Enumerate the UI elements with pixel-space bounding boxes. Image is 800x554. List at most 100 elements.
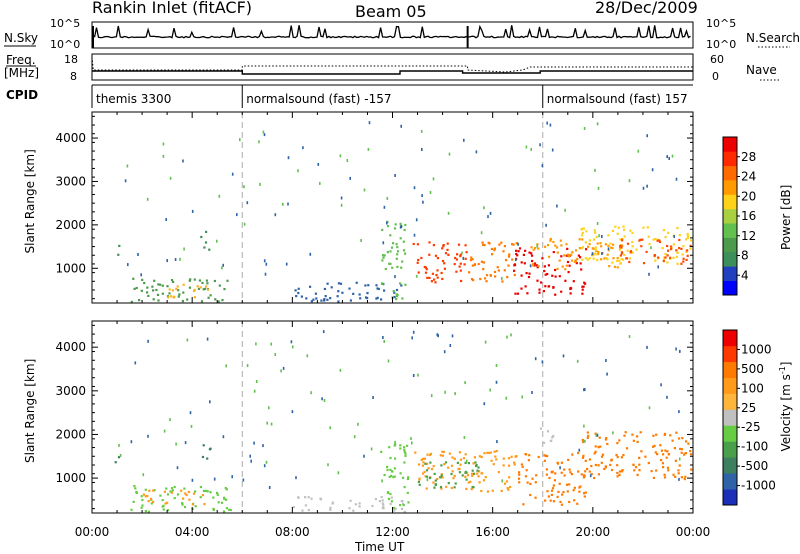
echo-cell — [467, 481, 470, 484]
echo-cell — [386, 465, 389, 469]
echo-cell — [582, 227, 585, 230]
echo-cell — [570, 253, 573, 256]
echo-cell — [161, 292, 164, 295]
echo-cell — [306, 354, 309, 358]
echo-cell — [670, 245, 673, 248]
echo-cell — [175, 442, 177, 446]
echo-cell — [520, 274, 523, 277]
echo-cell — [144, 510, 147, 513]
echo-cell — [593, 476, 596, 480]
echo-cell — [482, 268, 485, 271]
echo-cell — [583, 495, 586, 498]
echo-cell — [459, 262, 462, 265]
echo-cell — [554, 275, 557, 278]
echo-cell — [498, 243, 501, 246]
echo-cell — [147, 294, 150, 297]
echo-cell — [453, 457, 456, 460]
colorbar-tick-label: -100 — [741, 440, 768, 454]
echo-cell — [413, 186, 416, 190]
echo-cell — [433, 278, 436, 281]
echo-cell — [536, 266, 539, 269]
echo-cell — [600, 245, 603, 248]
echo-cell — [657, 265, 659, 269]
echo-cell — [381, 228, 384, 231]
echo-cell — [176, 285, 179, 288]
echo-cell — [588, 470, 591, 473]
echo-cell — [263, 133, 266, 137]
echo-cell — [386, 468, 389, 472]
echo-cell — [568, 468, 571, 471]
cpid-label: CPID — [6, 88, 38, 102]
echo-cell — [593, 452, 596, 455]
echo-cell — [524, 475, 528, 478]
echo-cell — [604, 465, 607, 468]
echo-cell — [396, 253, 399, 256]
echo-cell — [541, 257, 544, 260]
echo-cell — [588, 243, 591, 246]
echo-cell — [590, 473, 593, 476]
echo-cell — [264, 272, 267, 276]
echo-cell — [661, 462, 664, 465]
echo-cell — [536, 244, 538, 248]
echo-cell — [525, 145, 528, 149]
echo-cell — [584, 470, 587, 473]
echo-cell — [546, 121, 548, 125]
colorbar-tick-label: 4 — [741, 268, 749, 282]
echo-cell — [611, 229, 615, 232]
echo-cell — [452, 477, 455, 480]
echo-cell — [451, 334, 454, 338]
velocity-colorbar: 1000 500 100 25 -25 -100 -500 -1000 Velocity [m … — [722, 329, 793, 506]
echo-cell — [562, 491, 565, 494]
echo-cell — [619, 246, 622, 249]
echo-cell — [363, 188, 366, 192]
echo-cell — [507, 457, 511, 460]
echo-cell — [430, 394, 433, 398]
echo-cell — [274, 353, 276, 356]
echo-cell — [200, 300, 204, 303]
echo-cell — [612, 431, 614, 435]
echo-cell — [478, 455, 481, 458]
echo-cell — [236, 213, 238, 217]
x-tick-label: 08:00 — [275, 525, 310, 539]
echo-cell — [567, 458, 570, 461]
echo-cell — [181, 502, 184, 505]
echo-cell — [516, 254, 519, 257]
echo-cell — [582, 440, 585, 444]
echo-cell — [605, 359, 607, 362]
echo-cell — [562, 354, 565, 358]
echo-cell — [340, 203, 343, 207]
echo-cell — [454, 482, 457, 485]
echo-cell — [404, 252, 407, 255]
echo-cell — [668, 157, 670, 160]
echo-cell — [533, 262, 537, 265]
echo-cell — [225, 498, 228, 501]
echo-cell — [658, 239, 661, 242]
echo-cell — [225, 507, 228, 510]
echo-cell — [623, 434, 626, 437]
echo-cell — [559, 500, 562, 503]
echo-cell — [384, 267, 387, 271]
echo-cell — [578, 247, 581, 250]
echo-cell — [439, 454, 442, 457]
echo-cell — [607, 249, 610, 252]
echo-cell — [287, 202, 289, 206]
echo-cell — [518, 247, 522, 250]
echo-cell — [687, 442, 690, 445]
echo-cell — [183, 505, 187, 509]
echo-cell — [432, 465, 435, 468]
echo-cell — [638, 469, 641, 472]
colorbar-swatch — [723, 237, 737, 253]
echo-cell — [581, 292, 584, 295]
echo-cell — [510, 333, 512, 337]
echo-cell — [443, 262, 446, 265]
echo-cell — [383, 254, 386, 257]
echo-cell — [189, 278, 192, 281]
echo-cell — [606, 253, 609, 256]
echo-cell — [644, 455, 647, 458]
echo-cell — [152, 298, 155, 301]
echo-cell — [466, 474, 470, 477]
echo-cell — [490, 459, 493, 462]
echo-cell — [403, 510, 406, 513]
echo-cell — [650, 246, 652, 250]
echo-cell — [184, 492, 187, 495]
